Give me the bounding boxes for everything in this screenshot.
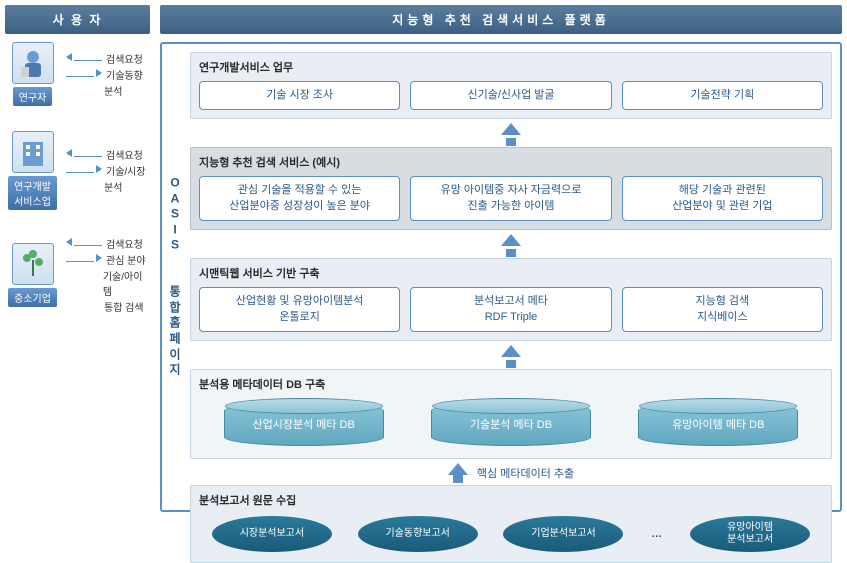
platform-header: 지능형 추천 검색서비스 플랫폼	[160, 5, 842, 34]
report-ellipse: 기업분석보고서	[503, 516, 623, 552]
section-reports: 분석보고서 원문 수집 시장분석보고서 기술동향보고서 기업분석보고서 … 유망아이템분…	[190, 485, 832, 563]
info-box: 산업현황 및 유망아이템분석온톨로지	[199, 287, 400, 332]
info-box: 기술 시장 조사	[199, 81, 400, 110]
section-metadata-db: 분석용 메타데이터 DB 구축 산업시장분석 메타 DB 기술분석 메타 DB 유망…	[190, 369, 832, 459]
up-arrow-icon	[190, 345, 832, 368]
report-ellipse: 기술동향보고서	[358, 516, 478, 552]
up-arrow-icon	[190, 123, 832, 146]
user-icon-wrap: 연구개발서비스업	[5, 131, 60, 210]
info-box: 분석보고서 메타RDF Triple	[410, 287, 611, 332]
section-title: 시맨틱웹 서비스 기반 구축	[199, 265, 823, 281]
section-title: 연구개발서비스 업무	[199, 59, 823, 75]
ellipsis: …	[649, 528, 664, 540]
info-box: 유망 아이템중 자사 자금력으로진출 가능한 아이템	[410, 176, 611, 221]
user-label: 연구개발서비스업	[8, 176, 57, 210]
info-box: 관심 기술을 적용할 수 있는산업분야중 성장성이 높은 분야	[199, 176, 400, 221]
db-cylinder: 기술분석 메타 DB	[431, 402, 591, 446]
section-title: 지능형 추천 검색 서비스 (예시)	[199, 154, 823, 170]
main-panel: OASIS통합홈페이지 연구개발서비스 업무 기술 시장 조사 신기술/신사업 발…	[160, 42, 842, 512]
info-box: 해당 기술과 관련된산업분야 및 관련 기업	[622, 176, 823, 221]
user-icon-wrap: 중소기업	[5, 243, 60, 307]
extract-label: 핵심 메타데이터 추출	[190, 463, 832, 483]
db-cylinder: 산업시장분석 메타 DB	[224, 402, 384, 446]
users-column: 사 용 자 연구자 검색요청 기술동향분석 연구개발서비스업 검색요청 기술/시…	[0, 0, 155, 516]
user-icon	[12, 131, 54, 173]
section-semantic: 시맨틱웹 서비스 기반 구축 산업현황 및 유망아이템분석온톨로지분석보고서 메…	[190, 258, 832, 341]
up-arrow-icon	[190, 234, 832, 257]
oasis-vertical-label: OASIS통합홈페이지	[166, 176, 184, 379]
info-box: 지능형 검색지식베이스	[622, 287, 823, 332]
info-box: 기술전략 기획	[622, 81, 823, 110]
user-icon-wrap: 연구자	[5, 42, 60, 106]
db-cylinder: 유망아이템 메타 DB	[638, 402, 798, 446]
arrow-labels: 검색요청 기술동향분석	[60, 50, 150, 99]
section-title: 분석용 메타데이터 DB 구축	[199, 376, 823, 392]
section-recommend: 지능형 추천 검색 서비스 (예시) 관심 기술을 적용할 수 있는산업분야중 …	[190, 147, 832, 230]
report-ellipse: 유망아이템분석보고서	[690, 516, 810, 552]
diagram-container: 사 용 자 연구자 검색요청 기술동향분석 연구개발서비스업 검색요청 기술/시…	[0, 0, 847, 516]
user-label: 중소기업	[8, 288, 57, 307]
user-icon	[12, 243, 54, 285]
user-block: 중소기업 검색요청 관심 분야기술/아이템통합 검색	[5, 235, 150, 315]
users-header: 사 용 자	[5, 5, 150, 34]
report-ellipse: 시장분석보고서	[212, 516, 332, 552]
arrow-labels: 검색요청 관심 분야기술/아이템통합 검색	[60, 235, 150, 315]
info-box: 신기술/신사업 발굴	[410, 81, 611, 110]
platform-column: 지능형 추천 검색서비스 플랫폼 OASIS통합홈페이지 연구개발서비스 업무 …	[155, 0, 847, 516]
section-rd-service: 연구개발서비스 업무 기술 시장 조사 신기술/신사업 발굴 기술전략 기획	[190, 52, 832, 119]
user-icon	[12, 42, 54, 84]
arrow-labels: 검색요청 기술/시장분석	[60, 146, 150, 195]
section-title: 분석보고서 원문 수집	[199, 492, 823, 508]
user-block: 연구자 검색요청 기술동향분석	[5, 42, 150, 106]
user-label: 연구자	[13, 87, 53, 106]
user-block: 연구개발서비스업 검색요청 기술/시장분석	[5, 131, 150, 210]
